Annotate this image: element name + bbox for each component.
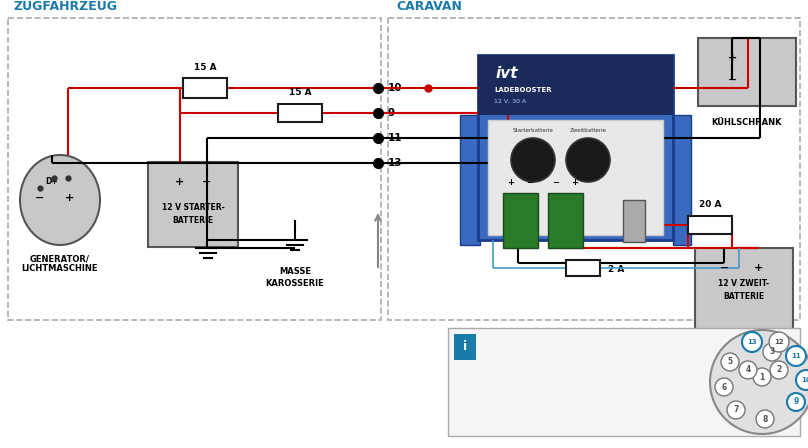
Text: −: − xyxy=(553,178,559,187)
FancyBboxPatch shape xyxy=(388,18,800,320)
Circle shape xyxy=(769,332,789,352)
Text: ivt: ivt xyxy=(496,65,519,81)
Circle shape xyxy=(787,393,805,411)
Circle shape xyxy=(727,401,745,419)
Circle shape xyxy=(511,138,555,182)
Text: 15 A: 15 A xyxy=(288,88,311,97)
Text: −: − xyxy=(720,263,729,273)
Text: 2: 2 xyxy=(776,366,781,375)
Text: 2 A: 2 A xyxy=(608,266,625,275)
Text: Zweitbatterie: Zweitbatterie xyxy=(570,128,607,133)
FancyBboxPatch shape xyxy=(460,115,480,245)
Circle shape xyxy=(721,353,739,371)
Text: D+: D+ xyxy=(46,177,58,186)
FancyBboxPatch shape xyxy=(478,55,673,115)
Text: KÜHLSCHRANK: KÜHLSCHRANK xyxy=(712,118,782,127)
Text: 13: 13 xyxy=(747,339,757,345)
Text: 10: 10 xyxy=(801,377,808,383)
Text: 11: 11 xyxy=(388,133,402,143)
Text: 6: 6 xyxy=(722,383,726,392)
Text: CARAVAN: CARAVAN xyxy=(396,0,462,13)
Text: nach EN 1648-1: nach EN 1648-1 xyxy=(484,350,570,360)
FancyBboxPatch shape xyxy=(448,328,800,436)
FancyBboxPatch shape xyxy=(688,216,732,234)
FancyBboxPatch shape xyxy=(548,193,583,248)
Text: 9: 9 xyxy=(793,397,798,406)
Circle shape xyxy=(756,410,774,428)
Circle shape xyxy=(763,343,781,361)
FancyBboxPatch shape xyxy=(503,193,538,248)
Circle shape xyxy=(715,378,733,396)
Text: 3: 3 xyxy=(769,348,775,357)
Circle shape xyxy=(742,332,762,352)
Text: 13: –  Ladeleitung: 13: – Ladeleitung xyxy=(462,418,543,427)
Text: 12: 12 xyxy=(774,339,784,345)
Text: +: + xyxy=(65,193,74,203)
Text: ZUGFAHRZEUG: ZUGFAHRZEUG xyxy=(14,0,118,13)
Text: LADEBOOSTER: LADEBOOSTER xyxy=(494,87,552,93)
Text: −: − xyxy=(527,178,533,187)
Text: +: + xyxy=(728,53,737,63)
Text: LICHTMASCHINE: LICHTMASCHINE xyxy=(22,264,99,273)
Text: 11: –  Kühlschrank: 11: – Kühlschrank xyxy=(462,404,545,413)
Text: i: i xyxy=(463,340,467,353)
Text: 1: 1 xyxy=(760,372,764,382)
Text: 13: 13 xyxy=(388,158,402,168)
Circle shape xyxy=(770,361,788,379)
Text: 8: 8 xyxy=(762,414,768,423)
Text: MASSE
KAROSSERIE: MASSE KAROSSERIE xyxy=(266,267,324,288)
Circle shape xyxy=(739,361,757,379)
Text: 12 V ZWEIT-
BATTERIE: 12 V ZWEIT- BATTERIE xyxy=(718,279,769,301)
FancyBboxPatch shape xyxy=(695,248,793,336)
FancyBboxPatch shape xyxy=(454,334,476,360)
FancyBboxPatch shape xyxy=(183,78,227,98)
Text: 9: 9 xyxy=(388,108,395,118)
Text: 10: + Kühlschrank: 10: + Kühlschrank xyxy=(462,388,545,397)
Text: −: − xyxy=(36,193,44,203)
Circle shape xyxy=(786,346,806,366)
FancyBboxPatch shape xyxy=(488,120,663,235)
Text: 7: 7 xyxy=(734,405,739,414)
FancyBboxPatch shape xyxy=(623,200,645,242)
Text: 4: 4 xyxy=(745,366,751,375)
Text: −: − xyxy=(728,75,737,85)
Text: Belegung der 13-poligen Steckdose: Belegung der 13-poligen Steckdose xyxy=(484,336,680,346)
Text: GENERATOR/: GENERATOR/ xyxy=(30,254,90,263)
FancyBboxPatch shape xyxy=(673,115,691,245)
FancyBboxPatch shape xyxy=(278,104,322,122)
Circle shape xyxy=(753,368,771,386)
Text: Starterbatterie: Starterbatterie xyxy=(512,128,553,133)
Text: 10: 10 xyxy=(388,83,402,93)
Circle shape xyxy=(710,330,808,434)
FancyBboxPatch shape xyxy=(148,162,238,247)
Circle shape xyxy=(796,370,808,390)
Text: +: + xyxy=(175,177,184,187)
Text: 9:   + Ladeleitung: 9: + Ladeleitung xyxy=(462,374,543,383)
FancyBboxPatch shape xyxy=(478,55,673,240)
Text: +: + xyxy=(754,263,764,273)
FancyBboxPatch shape xyxy=(8,18,381,320)
Text: +: + xyxy=(507,178,515,187)
Text: 11: 11 xyxy=(791,353,801,359)
FancyBboxPatch shape xyxy=(566,260,600,276)
FancyBboxPatch shape xyxy=(698,38,796,106)
Text: −: − xyxy=(202,177,211,187)
Text: 20 A: 20 A xyxy=(699,200,722,209)
Text: 12 V STARTER-
BATTERIE: 12 V STARTER- BATTERIE xyxy=(162,203,225,225)
Circle shape xyxy=(566,138,610,182)
Text: +: + xyxy=(571,178,579,187)
Text: 12 V, 30 A: 12 V, 30 A xyxy=(494,99,526,103)
Text: 5: 5 xyxy=(727,358,733,366)
Ellipse shape xyxy=(20,155,100,245)
Text: 15 A: 15 A xyxy=(194,63,217,72)
